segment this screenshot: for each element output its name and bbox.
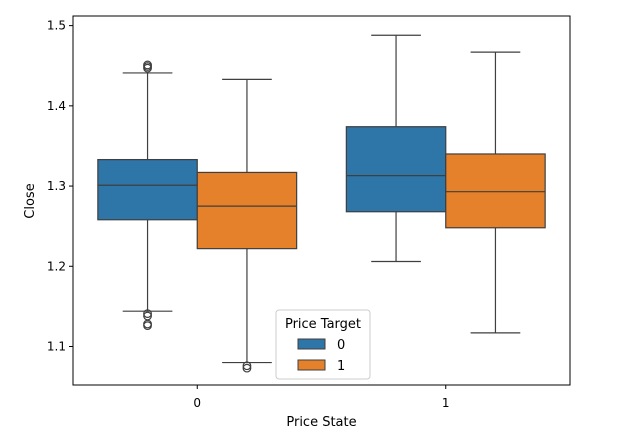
outlier-s0-c0-3 xyxy=(143,309,152,319)
iqr-box-s0-c0 xyxy=(97,158,198,221)
x-axis-label: Price State xyxy=(286,415,356,430)
legend-label-0: 0 xyxy=(337,338,345,353)
plot-frame xyxy=(72,15,571,386)
y-axis-label: Close xyxy=(23,183,38,218)
legend: Price Target 0 1 xyxy=(275,309,371,380)
box-s1-c0 xyxy=(196,78,298,373)
legend-title: Price Target xyxy=(285,317,361,332)
x-tick-label-1: 1 xyxy=(442,396,450,410)
box-s0-c0 xyxy=(97,60,198,331)
legend-label-1: 1 xyxy=(337,359,345,374)
plot-content xyxy=(97,34,546,373)
y-tick-label-2: 1.3 xyxy=(47,179,66,193)
outlier-s1-c0-1 xyxy=(242,361,252,371)
iqr-box-s1-c1 xyxy=(445,153,546,229)
iqr-box-s0-c1 xyxy=(345,126,447,213)
legend-swatch-0 xyxy=(297,338,326,350)
outlier-s1-c0-0 xyxy=(242,363,252,373)
iqr-box-s1-c0 xyxy=(196,171,298,250)
y-tick-label-0: 1.1 xyxy=(47,339,66,353)
y-axis: 1.1 1.2 1.3 1.4 1.5 xyxy=(47,19,73,353)
legend-swatch-1 xyxy=(297,359,326,371)
outlier-s0-c0-6 xyxy=(143,60,152,70)
y-tick-label-4: 1.5 xyxy=(47,19,66,33)
outlier-s0-c0-2 xyxy=(143,311,152,321)
x-tick-label-0: 0 xyxy=(193,396,201,410)
box-s1-c1 xyxy=(445,51,546,334)
y-tick-label-1: 1.2 xyxy=(47,259,66,273)
y-tick-label-3: 1.4 xyxy=(47,99,66,113)
box-s0-c1 xyxy=(345,34,447,263)
